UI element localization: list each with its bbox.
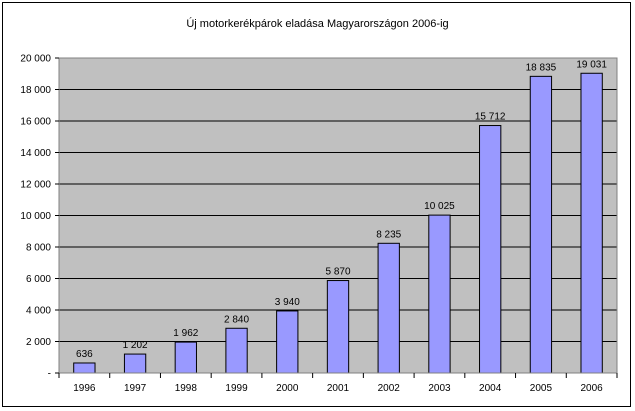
y-tick-label: - bbox=[48, 369, 51, 380]
bar-1999 bbox=[225, 327, 248, 374]
x-axis-ticks: 1996 1997 1998 1999 2000 2001 2002 2003 2004 2005… bbox=[58, 373, 618, 394]
x-tick-label-2006: 2006 bbox=[581, 383, 604, 394]
x-tick-label-2005: 2005 bbox=[530, 383, 553, 394]
x-tick-label-2002: 2002 bbox=[378, 383, 401, 394]
data-labels: 636 1 202 1 962 2 840 3 940 5 870 8 235 10 025 1… bbox=[76, 59, 607, 360]
y-tick-label: 10 000 bbox=[20, 211, 51, 222]
bars bbox=[73, 72, 603, 374]
x-tick-label-1997: 1997 bbox=[124, 383, 147, 394]
data-label-1998: 1 962 bbox=[173, 328, 198, 339]
x-tick-label-1996: 1996 bbox=[73, 383, 96, 394]
y-tick-label: 12 000 bbox=[20, 180, 51, 191]
data-label-2006: 19 031 bbox=[576, 59, 607, 70]
y-tick-label: 16 000 bbox=[20, 117, 51, 128]
data-label-2000: 3 940 bbox=[275, 297, 300, 308]
x-tick-label-2004: 2004 bbox=[479, 383, 502, 394]
y-tick-label: 8 000 bbox=[26, 243, 51, 254]
y-tick-label: 14 000 bbox=[20, 148, 51, 159]
y-axis-ticks: - 2 000 4 000 6 000 8 000 10 000 12 000 14 000 1… bbox=[20, 54, 59, 380]
bar-2005 bbox=[529, 75, 553, 374]
chart-title: Új motorkerékpárok eladása Magyarországo… bbox=[186, 18, 449, 30]
data-label-2003: 10 025 bbox=[424, 201, 455, 212]
bar-2006 bbox=[580, 72, 603, 374]
data-label-1997: 1 202 bbox=[123, 340, 148, 351]
data-label-2002: 8 235 bbox=[376, 229, 401, 240]
bar-2003 bbox=[428, 214, 451, 374]
bar-2001 bbox=[326, 280, 350, 374]
y-tick-label: 20 000 bbox=[20, 54, 51, 65]
x-tick-label-1998: 1998 bbox=[175, 383, 198, 394]
bar-1998 bbox=[174, 341, 197, 374]
y-tick-label: 18 000 bbox=[20, 85, 51, 96]
y-tick-label: 4 000 bbox=[26, 306, 51, 317]
x-tick-label-1999: 1999 bbox=[225, 383, 248, 394]
data-label-1999: 2 840 bbox=[224, 314, 249, 325]
bar-2002 bbox=[377, 242, 400, 374]
bar-1997 bbox=[123, 353, 147, 374]
x-tick-label-2000: 2000 bbox=[276, 383, 299, 394]
y-tick-label: 2 000 bbox=[26, 337, 51, 348]
bar-2004 bbox=[479, 125, 502, 374]
data-label-2001: 5 870 bbox=[325, 267, 350, 278]
x-tick-label-2003: 2003 bbox=[428, 383, 451, 394]
bar-1996 bbox=[73, 362, 96, 374]
data-label-2004: 15 712 bbox=[475, 112, 506, 123]
bar-2000 bbox=[276, 310, 299, 374]
data-label-2005: 18 835 bbox=[526, 62, 557, 73]
data-label-1996: 636 bbox=[76, 349, 93, 360]
y-tick-label: 6 000 bbox=[26, 274, 51, 285]
x-tick-label-2001: 2001 bbox=[327, 383, 350, 394]
